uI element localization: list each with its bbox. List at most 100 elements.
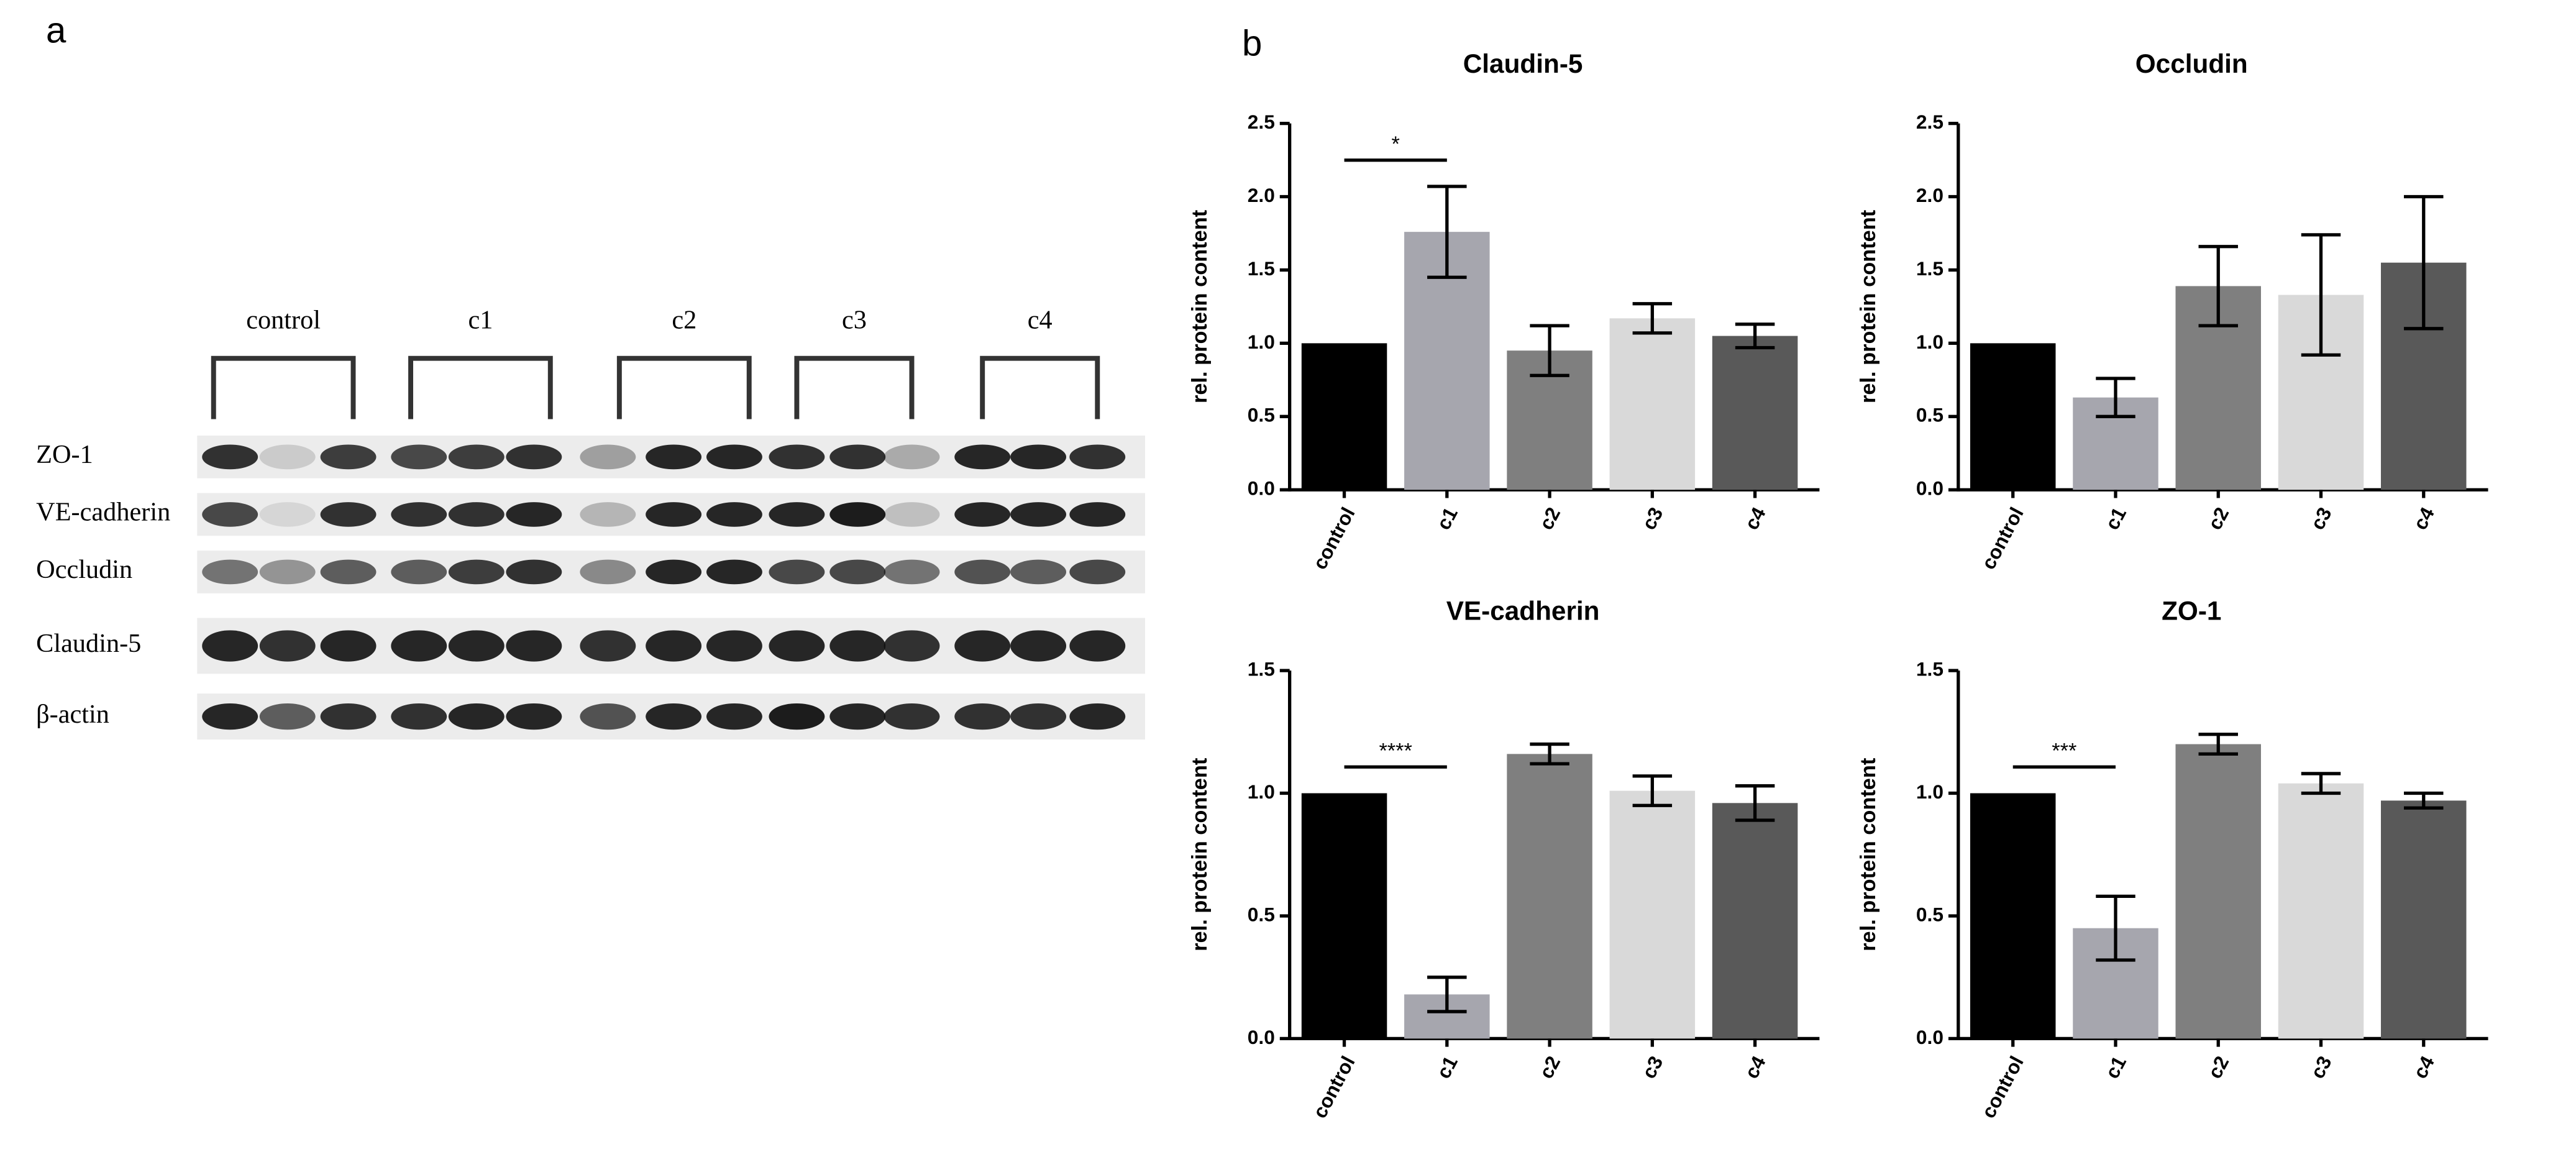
y-tick-label: 0.0: [1248, 477, 1275, 500]
lane-group-label: c4: [1028, 305, 1053, 334]
blot-band: [1069, 630, 1126, 662]
bar: [2175, 744, 2261, 1039]
blot-band: [706, 444, 762, 470]
x-tick-label: c4: [2409, 1052, 2439, 1082]
blot-band: [706, 703, 762, 730]
blot-band: [646, 703, 702, 730]
blot-band: [1069, 502, 1126, 527]
lane-group-label: control: [246, 305, 321, 334]
blot-band: [391, 703, 447, 730]
blot-band: [506, 502, 562, 527]
error-bar: [2301, 772, 2341, 795]
chart-title: ZO-1: [2162, 597, 2221, 626]
y-tick-label: 0.0: [1916, 1026, 1943, 1048]
blot-band: [829, 703, 886, 730]
blot-band: [506, 444, 562, 470]
blot-row-label: β-actin: [36, 700, 109, 729]
x-tick-label: c4: [1740, 503, 1770, 533]
error-bar: [1427, 976, 1467, 1013]
y-tick-label: 2.0: [1916, 184, 1943, 206]
blot-band: [954, 444, 1011, 470]
y-tick-label: 0.0: [1916, 477, 1943, 500]
blot-band: [1069, 703, 1126, 730]
blot-band: [769, 502, 825, 527]
blot-band: [706, 559, 762, 585]
y-tick-label: 0.0: [1248, 1026, 1275, 1048]
error-bar: [1735, 784, 1775, 822]
error-bar: [1427, 185, 1467, 279]
error-bar: [2404, 194, 2444, 331]
error-bar: [2198, 245, 2238, 327]
blot-band: [320, 630, 377, 662]
x-tick-label: c4: [2409, 503, 2439, 533]
lane-bracket: [616, 355, 752, 419]
blot-band: [580, 559, 636, 585]
blot-band: [320, 703, 377, 730]
blot-band: [769, 444, 825, 470]
blot-band: [202, 502, 258, 527]
x-tick-label: c3: [1637, 1052, 1667, 1082]
lane-bracket: [980, 355, 1100, 419]
blot-band: [646, 502, 702, 527]
blot-band: [580, 444, 636, 470]
blot-band: [1010, 703, 1067, 730]
x-tick-label: control: [1308, 503, 1359, 573]
bar: [1712, 803, 1798, 1039]
blot-band: [448, 703, 505, 730]
blot-band: [320, 444, 377, 470]
blot-band: [320, 502, 377, 527]
y-tick-label: 2.5: [1248, 111, 1275, 133]
blot-band: [1010, 444, 1067, 470]
blot-band: [1069, 444, 1126, 470]
error-bar: [1632, 774, 1673, 807]
bar: [1970, 343, 2056, 490]
blot-band: [646, 559, 702, 585]
blot-band: [259, 444, 316, 470]
x-tick-label: control: [1977, 503, 2028, 573]
blot-band: [884, 444, 940, 470]
bar: [1970, 793, 2056, 1039]
bar: [1301, 793, 1387, 1039]
significance-label: *: [1392, 132, 1400, 156]
blot-band: [580, 502, 636, 527]
panel-label: b: [1242, 24, 1262, 64]
error-bar: [1530, 324, 1569, 377]
x-tick-label: c2: [1535, 1052, 1564, 1082]
blot-band: [706, 502, 762, 527]
blot-band: [202, 703, 258, 730]
error-bar: [1632, 302, 1673, 335]
blot-band: [769, 703, 825, 730]
y-axis-label: rel. protein content: [1857, 209, 1880, 403]
blot-band: [391, 444, 447, 470]
western-blot: control c1 c2 c3 c4 ZO-1 VE-cadherin Occludin Cl…: [36, 305, 1145, 740]
y-tick-label: 1.0: [1248, 780, 1275, 803]
lane-group-label: c2: [672, 305, 697, 334]
blot-band: [259, 630, 316, 662]
blot-band: [706, 630, 762, 662]
x-tick-label: c1: [2101, 503, 2131, 533]
y-axis-label: rel. protein content: [1188, 209, 1212, 403]
blot-band: [646, 444, 702, 470]
x-tick-label: c1: [1432, 503, 1462, 533]
y-tick-label: 0.5: [1248, 404, 1275, 426]
y-tick-label: 0.5: [1248, 903, 1275, 925]
x-tick-label: c2: [2203, 503, 2233, 533]
blot-band: [1010, 559, 1067, 585]
blot-band: [1010, 502, 1067, 527]
x-tick-label: c1: [1432, 1052, 1462, 1082]
blot-band: [769, 559, 825, 585]
y-tick-label: 1.0: [1916, 331, 1943, 353]
x-tick-label: c1: [2101, 1052, 2131, 1082]
blot-band: [391, 502, 447, 527]
bar: [2278, 783, 2364, 1039]
y-tick-label: 1.5: [1916, 257, 1943, 280]
blot-band: [259, 502, 316, 527]
y-tick-label: 1.0: [1248, 331, 1275, 353]
blot-band: [259, 559, 316, 585]
y-axis-label: rel. protein content: [1188, 757, 1212, 951]
blot-band: [884, 703, 940, 730]
blot-band: [829, 502, 886, 527]
x-tick-label: c3: [2306, 1052, 2336, 1082]
blot-band: [448, 559, 505, 585]
